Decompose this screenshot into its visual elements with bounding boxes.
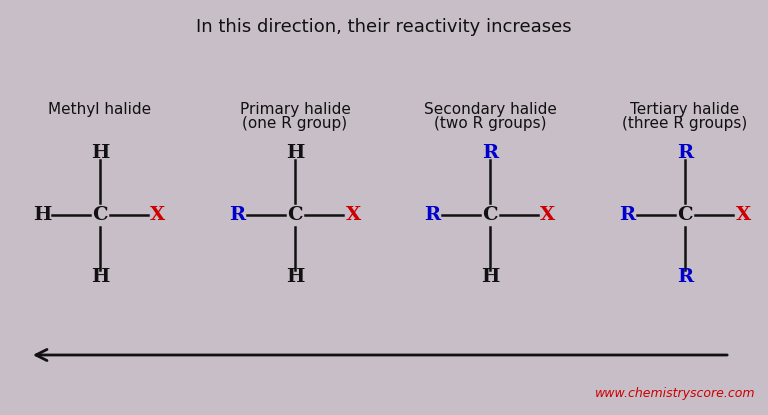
Text: C: C (677, 206, 693, 224)
Text: H: H (286, 268, 304, 286)
Text: R: R (424, 206, 440, 224)
Text: H: H (91, 268, 109, 286)
Text: H: H (33, 206, 51, 224)
Text: R: R (677, 144, 693, 162)
Text: www.chemistryscore.com: www.chemistryscore.com (594, 387, 755, 400)
Text: H: H (91, 144, 109, 162)
Text: R: R (619, 206, 635, 224)
Text: Methyl halide: Methyl halide (48, 102, 151, 117)
Text: (three R groups): (three R groups) (622, 116, 747, 131)
Text: H: H (286, 144, 304, 162)
Text: H: H (481, 268, 499, 286)
Text: X: X (151, 206, 166, 224)
Text: C: C (482, 206, 498, 224)
Text: C: C (92, 206, 108, 224)
Text: (two R groups): (two R groups) (434, 116, 546, 131)
Text: X: X (541, 206, 555, 224)
Text: X: X (346, 206, 361, 224)
Text: C: C (287, 206, 303, 224)
Text: R: R (229, 206, 245, 224)
Text: (one R group): (one R group) (243, 116, 348, 131)
Text: In this direction, their reactivity increases: In this direction, their reactivity incr… (196, 18, 572, 36)
Text: Tertiary halide: Tertiary halide (631, 102, 740, 117)
Text: Secondary halide: Secondary halide (424, 102, 557, 117)
Text: R: R (482, 144, 498, 162)
Text: X: X (736, 206, 750, 224)
Text: Primary halide: Primary halide (240, 102, 350, 117)
Text: R: R (677, 268, 693, 286)
